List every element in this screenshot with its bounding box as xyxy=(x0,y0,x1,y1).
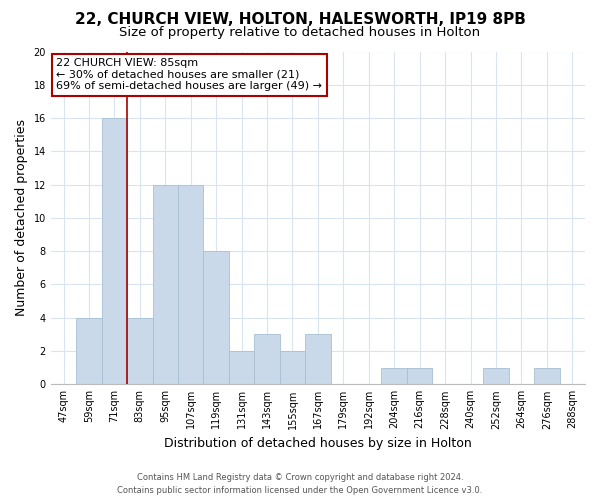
Bar xyxy=(483,368,509,384)
Bar xyxy=(101,118,127,384)
Bar xyxy=(76,318,101,384)
Bar xyxy=(534,368,560,384)
X-axis label: Distribution of detached houses by size in Holton: Distribution of detached houses by size … xyxy=(164,437,472,450)
Bar xyxy=(305,334,331,384)
Bar xyxy=(152,184,178,384)
Bar xyxy=(407,368,433,384)
Y-axis label: Number of detached properties: Number of detached properties xyxy=(15,120,28,316)
Text: Contains HM Land Registry data © Crown copyright and database right 2024.
Contai: Contains HM Land Registry data © Crown c… xyxy=(118,473,482,495)
Bar xyxy=(280,351,305,384)
Bar xyxy=(127,318,152,384)
Bar xyxy=(203,251,229,384)
Bar xyxy=(229,351,254,384)
Text: Size of property relative to detached houses in Holton: Size of property relative to detached ho… xyxy=(119,26,481,39)
Bar xyxy=(254,334,280,384)
Text: 22, CHURCH VIEW, HOLTON, HALESWORTH, IP19 8PB: 22, CHURCH VIEW, HOLTON, HALESWORTH, IP1… xyxy=(74,12,526,28)
Bar xyxy=(382,368,407,384)
Text: 22 CHURCH VIEW: 85sqm
← 30% of detached houses are smaller (21)
69% of semi-deta: 22 CHURCH VIEW: 85sqm ← 30% of detached … xyxy=(56,58,322,92)
Bar xyxy=(178,184,203,384)
